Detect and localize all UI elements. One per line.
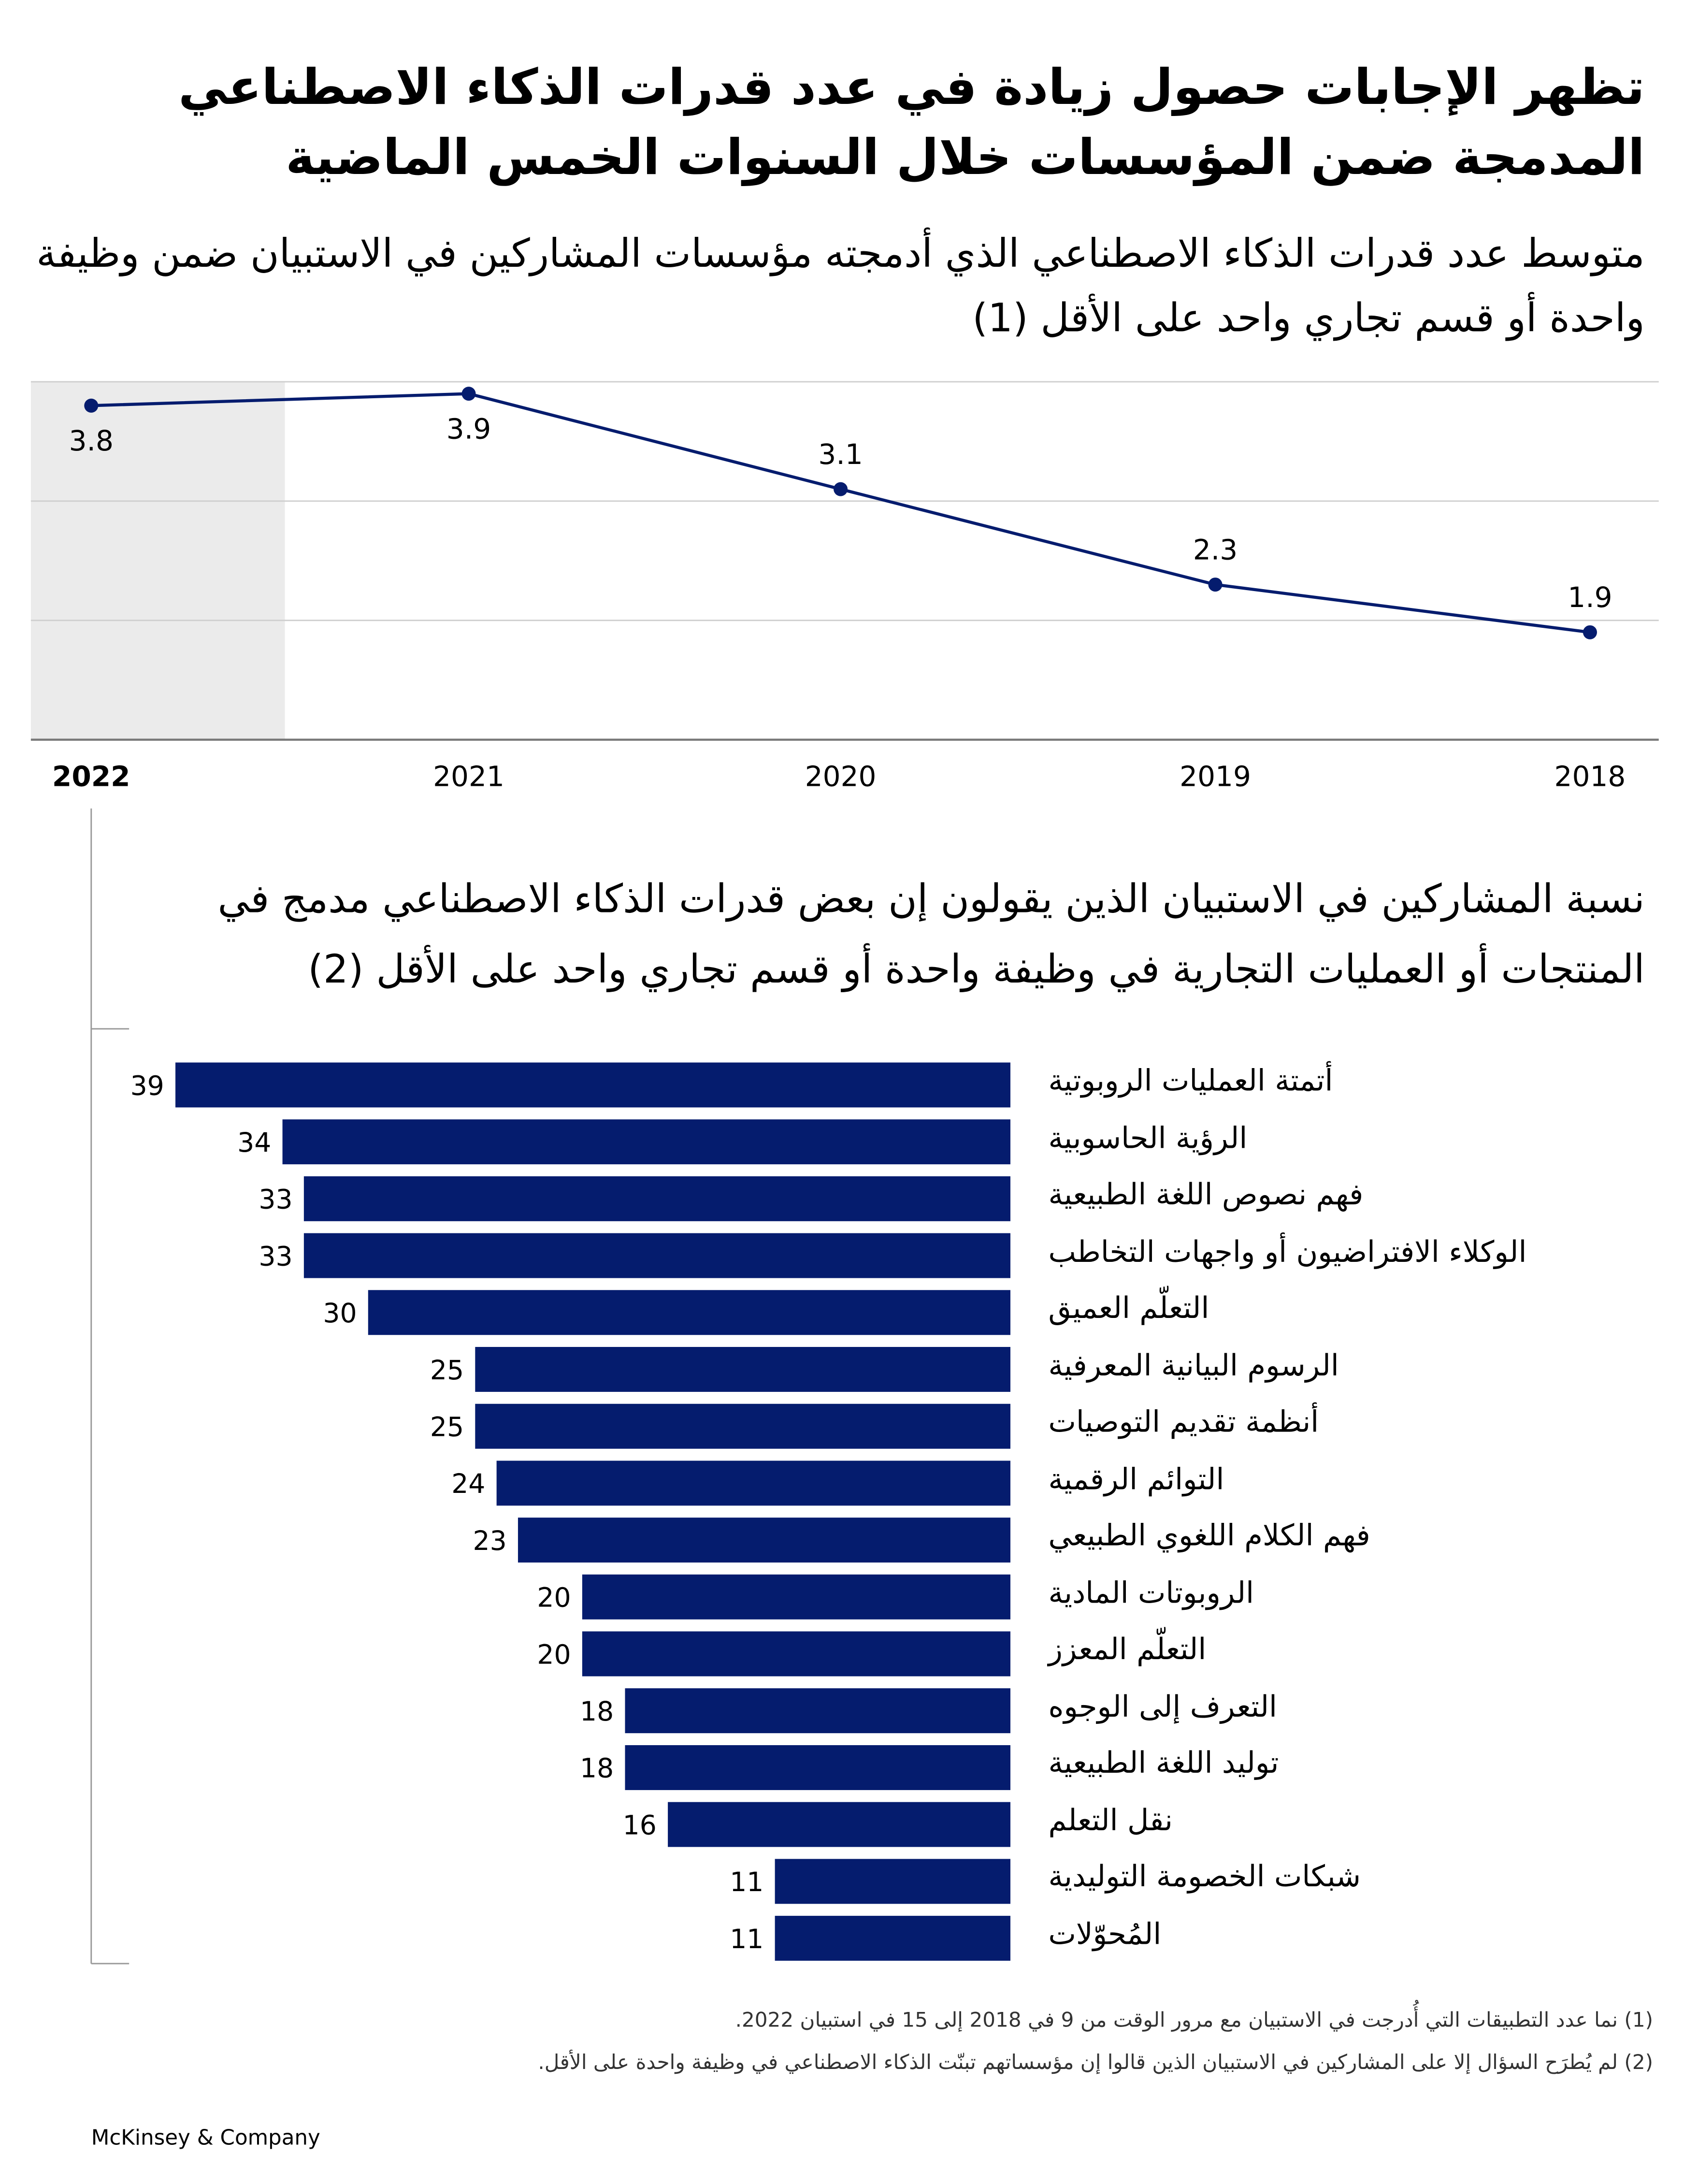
bar-value-label: 33 bbox=[259, 1241, 292, 1272]
x-tick-label: 2018 bbox=[1554, 760, 1626, 793]
bar-category-label: فهم نصوص اللغة الطبيعية bbox=[1048, 1177, 1364, 1212]
bar-value-label: 23 bbox=[473, 1526, 507, 1557]
page-title: تظهر الإجابات حصول زيادة في عدد قدرات ال… bbox=[178, 60, 1645, 187]
bar-category-label: شبكات الخصومة التوليدية bbox=[1048, 1860, 1361, 1894]
bar-value-label: 20 bbox=[537, 1583, 571, 1614]
bar bbox=[518, 1518, 1011, 1563]
bar bbox=[303, 1176, 1011, 1221]
bar bbox=[775, 1916, 1011, 1961]
bar-category-label: الرؤية الحاسوبية bbox=[1048, 1121, 1248, 1155]
bar bbox=[475, 1403, 1011, 1449]
bar bbox=[775, 1859, 1011, 1904]
bar bbox=[582, 1574, 1011, 1620]
series-line bbox=[91, 392, 1590, 634]
x-tick-label: 2021 bbox=[433, 760, 504, 793]
bar-value-label: 33 bbox=[259, 1185, 292, 1215]
bar bbox=[496, 1461, 1011, 1506]
bar-category-label: أتمتة العمليات الروبوتية bbox=[1048, 1064, 1333, 1098]
bar bbox=[368, 1290, 1011, 1335]
bar bbox=[175, 1062, 1011, 1108]
bar-category-label: توليد اللغة الطبيعية bbox=[1048, 1746, 1279, 1780]
bar-category-label: الروبوتات المادية bbox=[1048, 1576, 1254, 1610]
bar bbox=[625, 1688, 1011, 1734]
bar-category-label: الرسوم البيانية المعرفية bbox=[1048, 1348, 1339, 1382]
brand-logo: McKinsey & Company bbox=[91, 2125, 320, 2151]
bar bbox=[282, 1119, 1011, 1165]
bar-value-label: 16 bbox=[623, 1810, 657, 1841]
bar bbox=[625, 1745, 1011, 1790]
bar-category-label: التعلّم المعزز bbox=[1048, 1633, 1207, 1667]
bar-category-label: المُحوّلات bbox=[1048, 1917, 1162, 1951]
data-point bbox=[461, 387, 476, 401]
bar bbox=[668, 1802, 1011, 1847]
bar-value-label: 11 bbox=[730, 1867, 763, 1898]
data-point bbox=[84, 398, 99, 413]
bar-category-label: فهم الكلام اللغوي الطبيعي bbox=[1048, 1519, 1370, 1553]
bar bbox=[303, 1233, 1011, 1278]
bar-category-label: التعلّم العميق bbox=[1048, 1291, 1209, 1325]
bar-category-label: نقل التعلم bbox=[1048, 1803, 1173, 1837]
bar-category-label: أنظمة تقديم التوصيات bbox=[1048, 1405, 1319, 1439]
bar-chart-title: نسبة المشاركين في الاستبيان الذين يقولون… bbox=[217, 876, 1645, 993]
bar-value-label: 39 bbox=[130, 1070, 164, 1101]
bar-value-label: 25 bbox=[430, 1412, 464, 1443]
bar-value-label: 30 bbox=[323, 1298, 357, 1329]
bar-category-label: الوكلاء الافتراضيون أو واجهات التخاطب bbox=[1048, 1234, 1527, 1269]
bar-value-label: 34 bbox=[237, 1128, 271, 1158]
data-label: 2.3 bbox=[1193, 533, 1238, 566]
data-label: 3.9 bbox=[446, 413, 491, 446]
bar-value-label: 18 bbox=[580, 1696, 614, 1727]
bar-value-label: 20 bbox=[537, 1639, 571, 1670]
bar-value-label: 24 bbox=[451, 1469, 485, 1500]
highlight-band bbox=[30, 381, 285, 740]
bar-value-label: 11 bbox=[730, 1924, 763, 1955]
bar-category-label: التوائم الرقمية bbox=[1048, 1462, 1224, 1496]
bar-value-label: 25 bbox=[430, 1355, 464, 1386]
bar bbox=[582, 1631, 1011, 1677]
bar bbox=[475, 1347, 1011, 1392]
line-chart-title: متوسط عدد قدرات الذكاء الاصطناعي الذي أد… bbox=[36, 230, 1645, 341]
data-label: 3.8 bbox=[69, 424, 114, 457]
data-point bbox=[1208, 578, 1223, 592]
data-point bbox=[834, 482, 848, 496]
bar-category-label: التعرف إلى الوجوه bbox=[1048, 1690, 1278, 1723]
bar-value-label: 18 bbox=[580, 1753, 614, 1784]
footnote-1: (1) نما عدد التطبيقات التي أُدرجت في الا… bbox=[735, 2010, 1654, 2033]
x-tick-label: 2022 bbox=[52, 760, 130, 793]
data-label: 3.1 bbox=[818, 438, 863, 471]
footnote-2: (2) لم يُطرَح السؤال إلا على المشاركين ف… bbox=[538, 2052, 1654, 2075]
data-label: 1.9 bbox=[1568, 581, 1612, 614]
x-tick-label: 2019 bbox=[1180, 760, 1251, 793]
x-tick-label: 2020 bbox=[805, 760, 877, 793]
data-point bbox=[1583, 625, 1597, 639]
